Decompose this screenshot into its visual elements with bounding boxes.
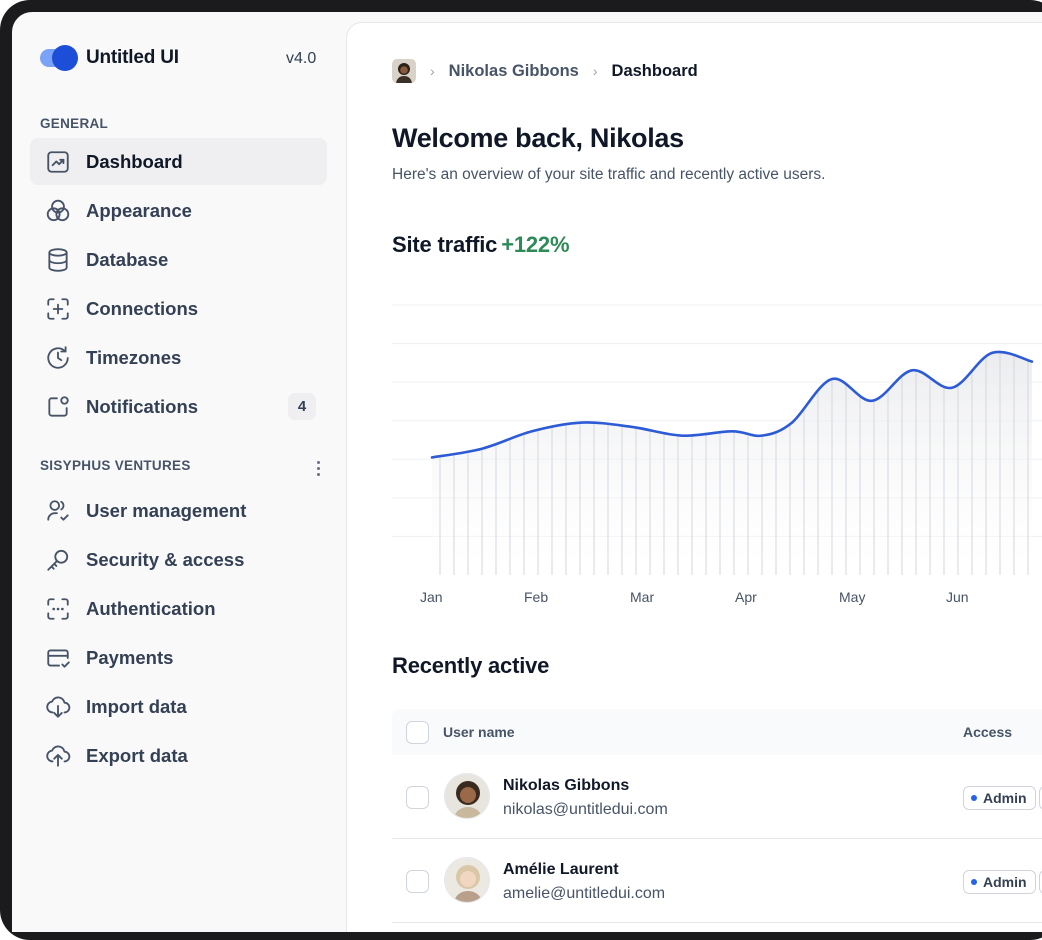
user-name: Amélie Laurent	[503, 861, 619, 878]
status-dot-icon	[971, 879, 977, 885]
avatar	[444, 857, 490, 903]
chevron-right-icon: ›	[430, 63, 435, 79]
database-icon	[48, 247, 68, 272]
breadcrumb-current: Dashboard	[611, 61, 698, 80]
user-email: nikolas@untitledui.com	[503, 801, 668, 818]
breadcrumb-avatar[interactable]	[392, 59, 416, 83]
user-email: amelie@untitledui.com	[503, 885, 666, 902]
app-window: Untitled UI v4.0 GENERAL Dashboard Appea…	[12, 12, 1042, 932]
clock-icon	[47, 345, 69, 369]
notification-count-badge: 4	[288, 393, 316, 420]
breadcrumb-user[interactable]: Nikolas Gibbons	[448, 61, 579, 80]
sidebar-item-database[interactable]: Database	[30, 236, 327, 283]
sidebar-item-export-data[interactable]: Export data	[30, 732, 327, 779]
sidebar-item-label: Connections	[86, 297, 199, 319]
sidebar-item-label: Export data	[86, 744, 188, 766]
sidebar-item-timezones[interactable]: Timezones	[30, 334, 327, 381]
x-tick-label: Mar	[630, 589, 655, 605]
sidebar: Untitled UI v4.0 GENERAL Dashboard Appea…	[12, 12, 346, 932]
recently-active-heading: Recently active	[392, 653, 550, 678]
page-subtitle: Here's an overview of your site traffic …	[392, 166, 826, 183]
column-header-access[interactable]: Access	[963, 724, 1013, 740]
sidebar-item-label: Notifications	[86, 395, 199, 417]
sidebar-item-label: Authentication	[86, 597, 216, 619]
sidebar-item-label: Dashboard	[86, 150, 183, 172]
sidebar-item-label: Timezones	[86, 346, 182, 368]
sidebar-item-authentication[interactable]: Authentication	[30, 585, 327, 632]
key-icon	[47, 549, 69, 571]
main-panel: › Nikolas Gibbons › Dashboard Welcome ba…	[346, 22, 1042, 932]
sidebar-item-connections[interactable]: Connections	[30, 285, 327, 332]
sidebar-item-label: User management	[86, 499, 247, 521]
area-hatching	[439, 351, 1029, 575]
sidebar-item-label: Appearance	[86, 199, 192, 221]
sidebar-item-notifications[interactable]: Notifications 4	[30, 383, 327, 430]
sidebar-item-user-management[interactable]: User management	[30, 487, 327, 534]
site-traffic-delta: +122%	[501, 232, 570, 257]
credit-card-icon	[47, 648, 70, 668]
access-badge: Admin	[963, 786, 1036, 810]
sidebar-item-dashboard[interactable]: Dashboard	[30, 138, 327, 185]
sidebar-item-security[interactable]: Security & access	[30, 536, 327, 583]
table-header: User name Access	[392, 709, 1042, 755]
row-checkbox[interactable]	[406, 870, 429, 893]
column-header-user-name[interactable]: User name	[443, 724, 515, 740]
breadcrumb: › Nikolas Gibbons › Dashboard	[392, 59, 698, 83]
select-all-checkbox[interactable]	[406, 721, 429, 744]
avatar	[444, 773, 490, 819]
x-tick-label: Jun	[946, 589, 969, 605]
row-checkbox[interactable]	[406, 786, 429, 809]
table-row[interactable]: Amélie Laurent amelie@untitledui.com Adm…	[392, 839, 1042, 923]
color-circles-icon	[46, 199, 70, 221]
site-traffic-label: Site traffic	[392, 232, 498, 257]
status-dot-icon	[971, 795, 977, 801]
sidebar-item-payments[interactable]: Payments	[30, 634, 327, 681]
cloud-download-icon	[46, 696, 71, 718]
access-badge-label: Admin	[983, 874, 1027, 890]
section-label-general: GENERAL	[40, 116, 109, 131]
version-label: v4.0	[286, 50, 317, 67]
more-options-icon[interactable]	[312, 458, 324, 478]
x-tick-label: Apr	[735, 589, 757, 605]
access-badge-label: Admin	[983, 790, 1027, 806]
sidebar-item-label: Payments	[86, 646, 174, 668]
x-tick-label: Feb	[524, 589, 549, 605]
x-tick-label: May	[839, 589, 866, 605]
section-label-workspace: SISYPHUS VENTURES	[40, 458, 191, 473]
sidebar-item-label: Import data	[86, 695, 187, 717]
x-tick-label: Jan	[420, 589, 443, 605]
brand-logo-icon	[40, 45, 78, 71]
site-traffic-chart	[392, 304, 1042, 575]
chevron-right-icon: ›	[592, 63, 598, 79]
area-fill	[432, 351, 1032, 575]
notification-box-icon	[48, 395, 69, 417]
sidebar-item-label: Database	[86, 248, 169, 270]
sidebar-item-label: Security & access	[86, 548, 245, 570]
table-row[interactable]: Nikolas Gibbons nikolas@untitledui.com A…	[392, 755, 1042, 839]
cloud-upload-icon	[46, 745, 71, 767]
user-name: Nikolas Gibbons	[503, 777, 630, 794]
dashed-frame-icon	[47, 597, 69, 620]
sidebar-item-appearance[interactable]: Appearance	[30, 187, 327, 234]
add-frame-icon	[47, 297, 69, 320]
sidebar-item-import-data[interactable]: Import data	[30, 683, 327, 730]
site-traffic-heading: Site traffic +122%	[392, 232, 570, 258]
page-title: Welcome back, Nikolas	[392, 123, 684, 153]
brand[interactable]: Untitled UI	[40, 45, 179, 71]
trend-chart-icon	[47, 150, 69, 173]
user-check-icon	[47, 499, 69, 521]
series-line	[430, 350, 1034, 459]
access-badge: Admin	[963, 870, 1036, 894]
brand-name: Untitled UI	[86, 47, 179, 68]
